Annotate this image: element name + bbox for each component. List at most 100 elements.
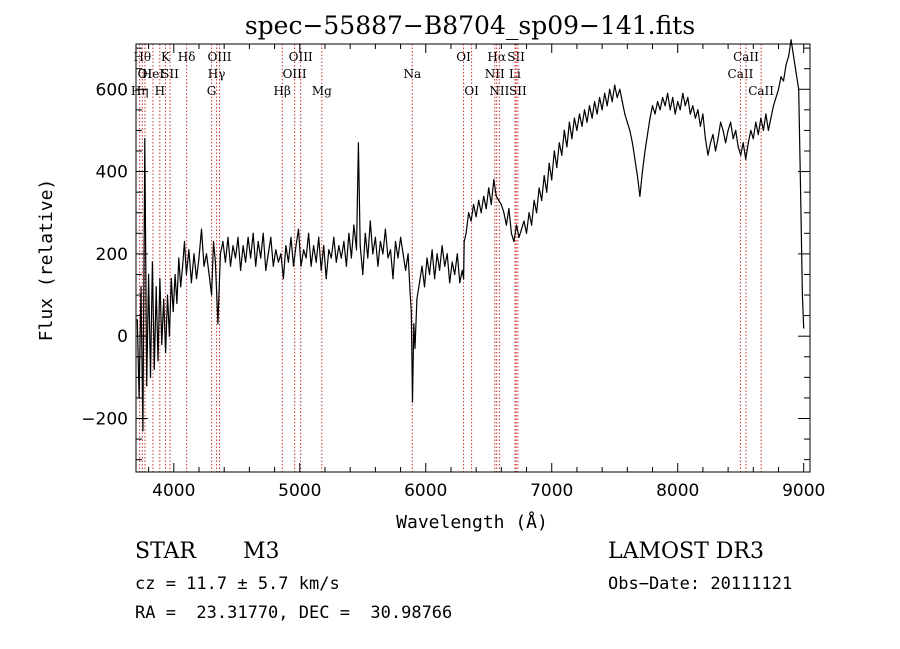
flux-data-point bbox=[767, 129, 770, 131]
spectral-line-label: NII bbox=[489, 84, 509, 98]
flux-data-point bbox=[174, 273, 176, 276]
flux-data-point bbox=[237, 236, 239, 238]
spectral-line-label: CaII bbox=[733, 50, 759, 64]
spectral-line-label: SII bbox=[509, 84, 527, 98]
flux-data-point bbox=[382, 253, 384, 255]
flux-data-point bbox=[737, 146, 739, 148]
flux-data-point bbox=[198, 257, 200, 259]
flux-data-point bbox=[795, 72, 797, 74]
flux-data-point bbox=[478, 199, 480, 201]
flux-data-point bbox=[800, 191, 802, 193]
flux-data-point bbox=[533, 199, 535, 201]
flux-data-point bbox=[596, 113, 598, 115]
flux-data-point bbox=[523, 220, 525, 222]
spectral-line-label: OIII bbox=[207, 50, 231, 64]
spectral-line-label: G bbox=[207, 84, 217, 98]
flux-data-point bbox=[157, 360, 159, 362]
flux-data-point bbox=[578, 113, 581, 115]
flux-data-point bbox=[423, 286, 426, 288]
y-axis-label: Flux (relative) bbox=[36, 179, 57, 342]
flux-data-point bbox=[571, 138, 573, 140]
flux-data-point bbox=[250, 257, 252, 259]
flux-data-point bbox=[654, 113, 656, 115]
flux-data-point bbox=[720, 121, 722, 123]
coordinates-readout: RA = 23.31770, DEC = 30.98766 bbox=[135, 603, 453, 623]
flux-data-point bbox=[770, 117, 772, 119]
flux-data-point bbox=[566, 146, 568, 148]
obs-date: Obs−Date: 20111121 bbox=[608, 574, 793, 594]
flux-data-point bbox=[153, 368, 155, 370]
flux-data-point bbox=[672, 96, 674, 99]
flux-data-point bbox=[742, 142, 744, 144]
flux-data-point bbox=[180, 286, 182, 288]
flux-data-point bbox=[151, 261, 153, 263]
flux-data-point bbox=[217, 323, 219, 325]
flux-data-point bbox=[262, 232, 264, 234]
flux-data-point bbox=[616, 96, 618, 99]
spectral-line-label: SII bbox=[507, 50, 525, 64]
flux-data-point bbox=[436, 253, 438, 255]
flux-data-point bbox=[558, 142, 560, 144]
flux-data-point bbox=[421, 265, 423, 267]
flux-data-point bbox=[473, 203, 475, 206]
flux-data-point bbox=[387, 257, 389, 259]
flux-data-point bbox=[343, 240, 345, 243]
flux-data-point bbox=[372, 253, 374, 255]
flux-data-point bbox=[168, 335, 170, 337]
flux-data-point bbox=[350, 257, 352, 259]
flux-data-point bbox=[359, 245, 361, 247]
flux-data-point bbox=[280, 253, 282, 255]
flux-data-point bbox=[409, 290, 411, 292]
flux-data-point bbox=[267, 253, 269, 255]
flux-data-point bbox=[149, 376, 152, 378]
flux-data-point bbox=[340, 257, 342, 259]
flux-data-point bbox=[707, 154, 709, 156]
flux-data-point bbox=[624, 113, 626, 115]
flux-data-point bbox=[353, 224, 355, 226]
flux-data-point bbox=[639, 195, 641, 197]
flux-data-point bbox=[588, 105, 591, 107]
flux-data-point bbox=[546, 191, 548, 193]
flux-data-point bbox=[581, 125, 583, 127]
y-tick-label: −200 bbox=[81, 410, 128, 430]
flux-data-point bbox=[636, 175, 639, 177]
flux-data-point bbox=[407, 253, 409, 255]
spectral-line-label: CaII bbox=[748, 84, 774, 98]
flux-data-point bbox=[709, 142, 712, 144]
flux-data-point bbox=[657, 101, 659, 103]
flux-data-point bbox=[148, 273, 150, 276]
flux-data-point bbox=[310, 265, 312, 267]
flux-data-point bbox=[727, 129, 729, 131]
flux-data-point bbox=[591, 117, 593, 119]
flux-data-point bbox=[379, 240, 381, 243]
flux-data-point bbox=[193, 253, 195, 255]
flux-data-point bbox=[483, 195, 485, 197]
flux-data-point bbox=[490, 203, 492, 206]
flux-data-point bbox=[247, 236, 249, 238]
flux-data-point bbox=[446, 253, 448, 255]
spectral-line-label: Mg bbox=[312, 84, 332, 98]
flux-data-point bbox=[485, 208, 487, 210]
flux-data-point bbox=[142, 430, 144, 432]
flux-data-point bbox=[646, 133, 649, 136]
flux-data-point bbox=[606, 105, 608, 107]
spectral-line-label: K bbox=[161, 50, 171, 64]
flux-data-point bbox=[601, 109, 603, 111]
flux-data-point bbox=[297, 228, 300, 230]
flux-data-point bbox=[752, 138, 754, 140]
flux-data-point bbox=[745, 158, 747, 160]
flux-data-point bbox=[144, 138, 146, 140]
flux-data-point bbox=[553, 150, 555, 152]
flux-data-point bbox=[790, 39, 792, 41]
flux-data-point bbox=[333, 236, 335, 238]
flux-data-point bbox=[528, 212, 530, 214]
series-layer bbox=[136, 39, 805, 432]
flux-data-point bbox=[561, 154, 563, 156]
flux-data-point bbox=[801, 294, 804, 296]
x-tick-label: 4000 bbox=[152, 481, 195, 501]
flux-data-point bbox=[689, 113, 691, 115]
flux-data-point bbox=[586, 121, 588, 123]
flux-data-point bbox=[765, 113, 767, 115]
flux-data-point bbox=[513, 240, 515, 243]
flux-data-point bbox=[538, 187, 540, 189]
